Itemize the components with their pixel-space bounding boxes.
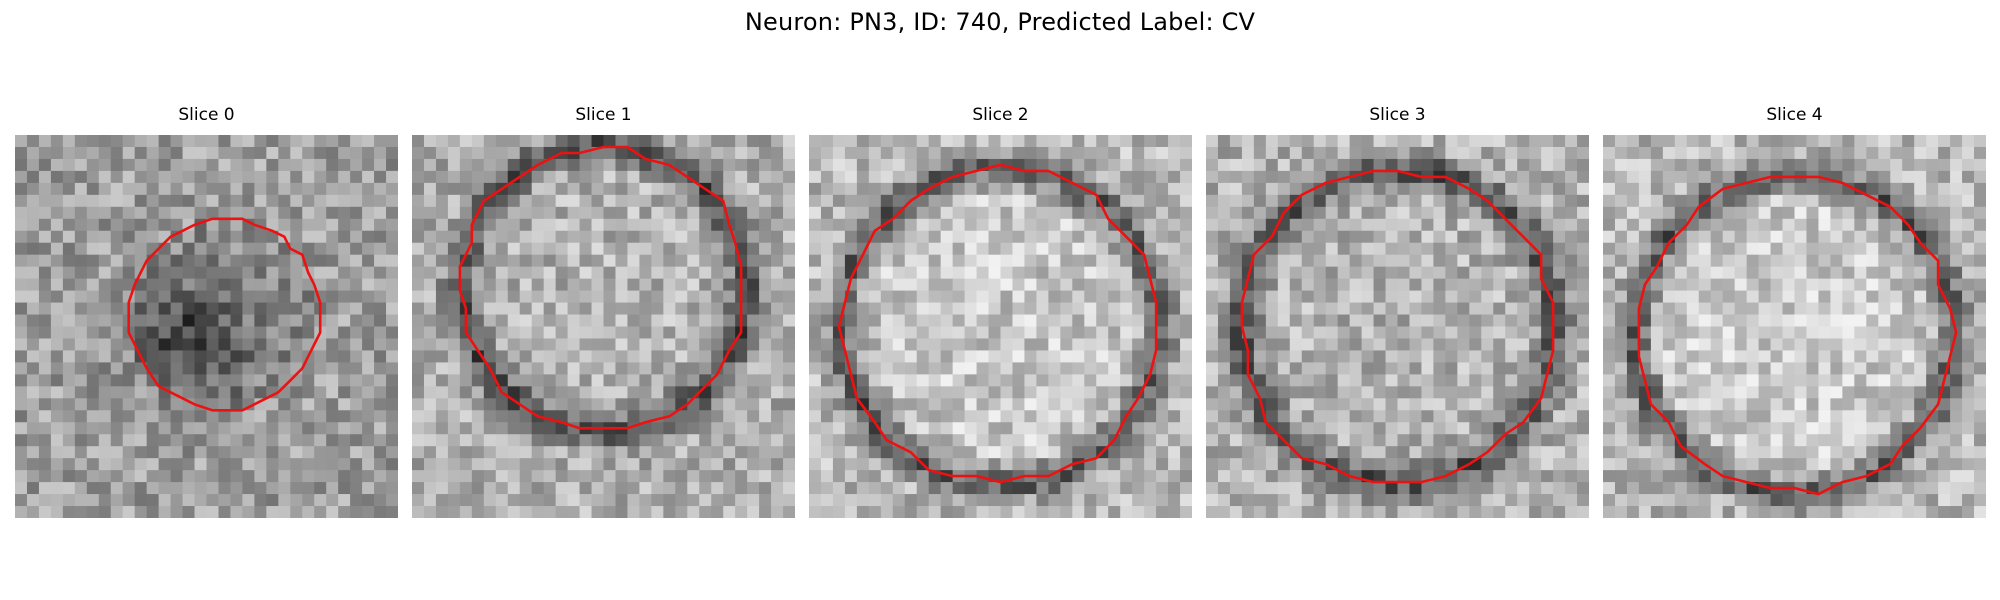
pixel-grid xyxy=(15,135,398,518)
segmentation-contour xyxy=(458,145,743,430)
figure-title: Neuron: PN3, ID: 740, Predicted Label: C… xyxy=(744,8,1256,36)
pixel-grid xyxy=(809,135,1192,518)
segmentation-contour xyxy=(1637,175,1958,496)
slice-image-3 xyxy=(1206,135,1589,518)
slice-image-2 xyxy=(809,135,1192,518)
slice-title-3: Slice 3 xyxy=(1369,105,1426,125)
slice-panel-0: Slice 0 xyxy=(15,105,398,518)
pixel-grid xyxy=(1603,135,1986,518)
slice-title-0: Slice 0 xyxy=(178,105,235,125)
slice-image-1 xyxy=(412,135,795,518)
segmentation-contour xyxy=(127,217,322,412)
pixel-grid xyxy=(412,135,795,518)
slice-panel-1: Slice 1 xyxy=(412,105,795,518)
slice-image-4 xyxy=(1603,135,1986,518)
slice-panel-3: Slice 3 xyxy=(1206,105,1589,518)
segmentation-contour xyxy=(1240,169,1555,484)
slice-panel-2: Slice 2 xyxy=(809,105,1192,518)
slice-title-4: Slice 4 xyxy=(1766,105,1823,125)
segmentation-contour xyxy=(837,163,1158,484)
slice-title-2: Slice 2 xyxy=(972,105,1029,125)
pixel-grid xyxy=(1206,135,1589,518)
slice-panel-4: Slice 4 xyxy=(1603,105,1986,518)
slice-title-1: Slice 1 xyxy=(575,105,632,125)
slice-image-0 xyxy=(15,135,398,518)
